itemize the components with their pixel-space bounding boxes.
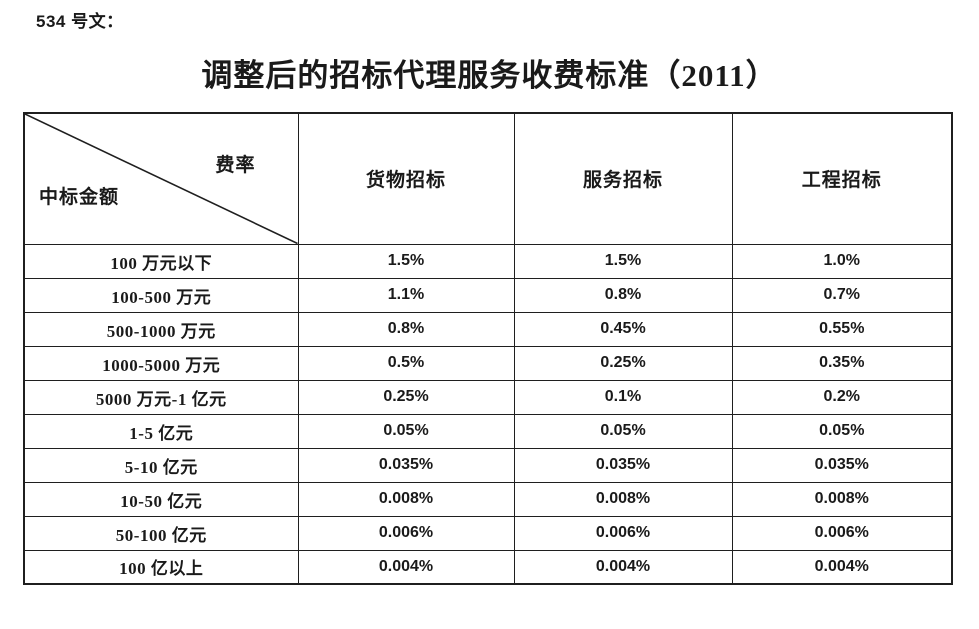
table-row: 5000 万元-1 亿元 0.25% 0.1% 0.2%: [23, 379, 953, 415]
service-rate-cell: 0.45%: [513, 311, 733, 347]
goods-rate-cell: 1.1%: [297, 277, 515, 313]
row-label: 100 万元以下: [23, 243, 299, 279]
row-label: 10-50 亿元: [23, 481, 299, 517]
row-label: 50-100 亿元: [23, 515, 299, 551]
engineering-rate-cell: 0.035%: [731, 447, 953, 483]
service-rate-cell: 0.05%: [513, 413, 733, 449]
page-title: 调整后的招标代理服务收费标准（2011）: [201, 58, 778, 93]
diagonal-top-label: 费率: [215, 155, 256, 176]
column-header-engineering: 工程招标: [731, 112, 953, 245]
goods-rate-cell: 0.5%: [297, 345, 515, 381]
engineering-rate-cell: 1.0%: [731, 243, 953, 279]
goods-rate-cell: 0.004%: [297, 549, 515, 585]
goods-rate-cell: 0.8%: [297, 311, 515, 347]
service-rate-cell: 0.004%: [513, 549, 733, 585]
engineering-rate-cell: 0.004%: [731, 549, 953, 585]
goods-rate-cell: 0.006%: [297, 515, 515, 551]
service-rate-cell: 0.8%: [513, 277, 733, 313]
goods-rate-cell: 0.035%: [297, 447, 515, 483]
column-header-service: 服务招标: [513, 112, 733, 245]
service-rate-cell: 0.1%: [513, 379, 733, 415]
table-row: 100-500 万元 1.1% 0.8% 0.7%: [23, 277, 953, 313]
diagonal-header-cell: 费率 中标金额: [23, 112, 299, 245]
row-label: 100-500 万元: [23, 277, 299, 313]
service-rate-cell: 0.25%: [513, 345, 733, 381]
table-row: 1-5 亿元 0.05% 0.05% 0.05%: [23, 413, 953, 449]
diagonal-line: [25, 114, 298, 244]
table-row: 100 亿以上 0.004% 0.004% 0.004%: [23, 549, 953, 585]
row-label: 5-10 亿元: [23, 447, 299, 483]
engineering-rate-cell: 0.008%: [731, 481, 953, 517]
doc-number-label: 534 号文：: [36, 12, 124, 31]
row-label: 500-1000 万元: [23, 311, 299, 347]
service-rate-cell: 0.006%: [513, 515, 733, 551]
column-header-goods: 货物招标: [297, 112, 515, 245]
row-label: 5000 万元-1 亿元: [23, 379, 299, 415]
table-row: 100 万元以下 1.5% 1.5% 1.0%: [23, 243, 953, 279]
table-row: 5-10 亿元 0.035% 0.035% 0.035%: [23, 447, 953, 483]
row-label: 1000-5000 万元: [23, 345, 299, 381]
engineering-rate-cell: 0.7%: [731, 277, 953, 313]
engineering-rate-cell: 0.35%: [731, 345, 953, 381]
diagonal-bottom-label: 中标金额: [39, 187, 120, 208]
fee-table: 费率 中标金额 货物招标 服务招标 工程招标 100 万元以下 1.5% 1.5…: [23, 112, 953, 585]
goods-rate-cell: 0.05%: [297, 413, 515, 449]
engineering-rate-cell: 0.55%: [731, 311, 953, 347]
table-row: 10-50 亿元 0.008% 0.008% 0.008%: [23, 481, 953, 517]
engineering-rate-cell: 0.05%: [731, 413, 953, 449]
service-rate-cell: 0.008%: [513, 481, 733, 517]
engineering-rate-cell: 0.2%: [731, 379, 953, 415]
table-row: 500-1000 万元 0.8% 0.45% 0.55%: [23, 311, 953, 347]
table-row: 50-100 亿元 0.006% 0.006% 0.006%: [23, 515, 953, 551]
service-rate-cell: 0.035%: [513, 447, 733, 483]
engineering-rate-cell: 0.006%: [731, 515, 953, 551]
service-rate-cell: 1.5%: [513, 243, 733, 279]
row-label: 1-5 亿元: [23, 413, 299, 449]
table-header-row: 费率 中标金额 货物招标 服务招标 工程招标: [23, 112, 953, 245]
table-row: 1000-5000 万元 0.5% 0.25% 0.35%: [23, 345, 953, 381]
goods-rate-cell: 0.008%: [297, 481, 515, 517]
goods-rate-cell: 1.5%: [297, 243, 515, 279]
goods-rate-cell: 0.25%: [297, 379, 515, 415]
row-label: 100 亿以上: [23, 549, 299, 585]
